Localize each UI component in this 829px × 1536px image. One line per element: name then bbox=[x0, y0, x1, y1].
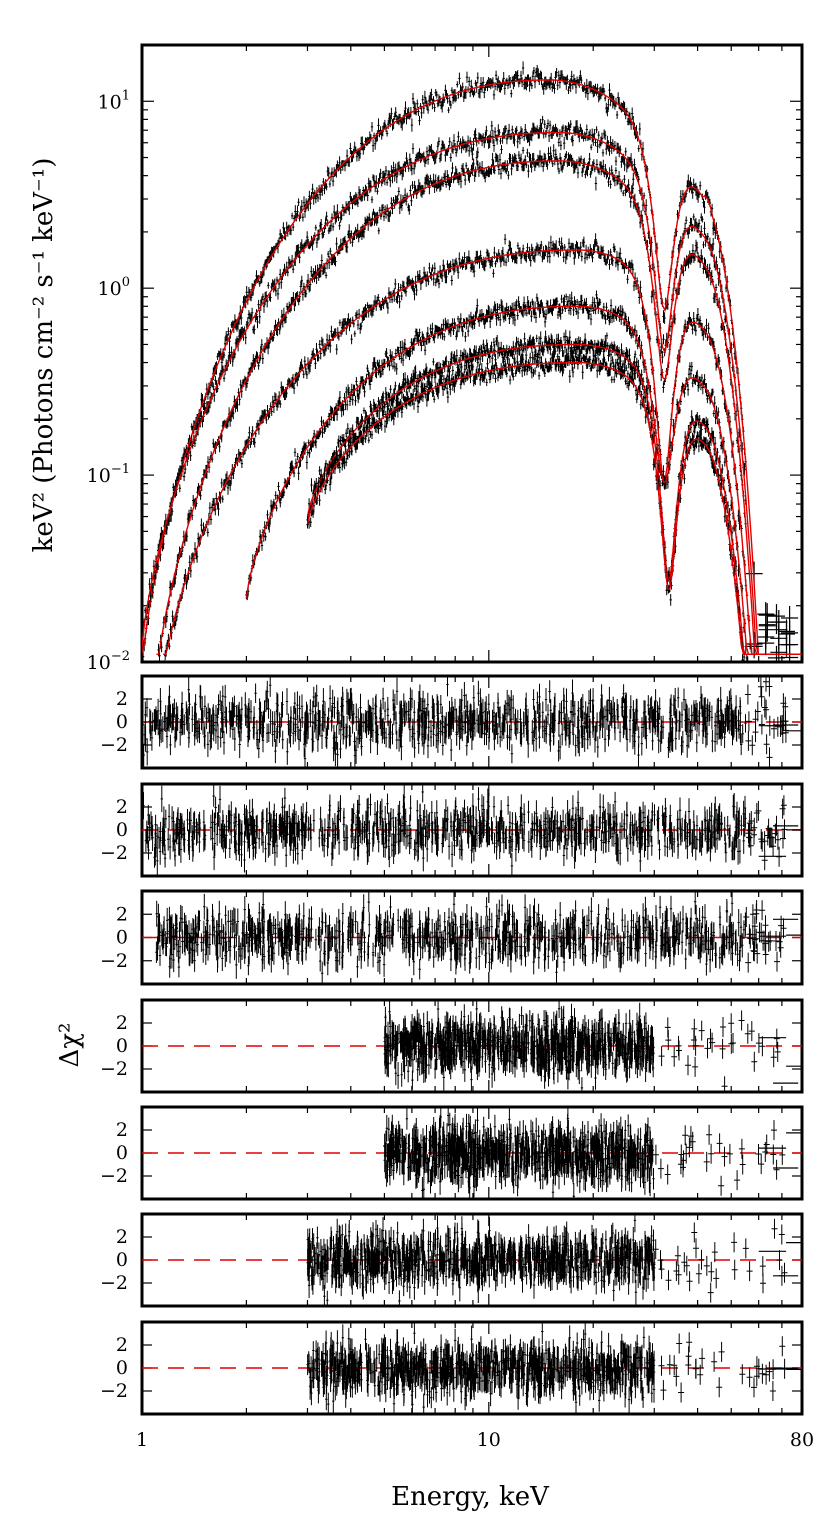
spectrum-2 bbox=[142, 115, 797, 662]
residuals-1-y-tick-label: −2 bbox=[100, 734, 128, 756]
residuals-4: 20−2 bbox=[100, 998, 804, 1094]
residuals-1-data bbox=[142, 676, 802, 768]
residuals-5-wide-bins bbox=[758, 1132, 802, 1169]
tick-exponent: −2 bbox=[111, 649, 130, 664]
residuals-6-wide-bins bbox=[758, 1242, 802, 1277]
spectrum-7 bbox=[306, 344, 802, 662]
residuals-6-residual-points bbox=[306, 1214, 788, 1306]
tick-base: 10 bbox=[98, 91, 122, 113]
spectrum-7-wide-bins bbox=[758, 613, 799, 662]
residuals-4-y-tick-label: −2 bbox=[100, 1058, 128, 1080]
residuals-5-y-tick-label: 0 bbox=[116, 1142, 128, 1164]
spectrum-3-model-curve bbox=[156, 160, 797, 655]
residuals-1-residual-points bbox=[142, 676, 789, 768]
residuals-5-y-tick-label: 2 bbox=[116, 1119, 128, 1141]
spectrum-y-tick-label: 100 bbox=[98, 275, 130, 300]
residuals-3-y-tick-label: −2 bbox=[100, 950, 128, 972]
x-axis-label: Energy, keV bbox=[391, 1482, 550, 1512]
spectrum-1 bbox=[142, 61, 797, 662]
panels-group: 10−210−110010120−220−220−220−220−220−220… bbox=[87, 43, 814, 1451]
residuals-7-residual-points bbox=[306, 1322, 788, 1414]
x-tick-label: 80 bbox=[790, 1429, 814, 1451]
residuals-3-y-tick-label: 0 bbox=[116, 927, 128, 949]
residuals-6-y-tick-label: 0 bbox=[116, 1249, 128, 1271]
residuals-5: 20−2 bbox=[100, 1105, 804, 1201]
tick-exponent: 0 bbox=[122, 275, 130, 290]
spectrum-y-tick-label: 101 bbox=[98, 88, 130, 113]
labels-group: Energy, keV keV² (Photons cm⁻² s⁻¹ keV⁻¹… bbox=[29, 158, 550, 1512]
spectrum-y-axis-label: keV² (Photons cm⁻² s⁻¹ keV⁻¹) bbox=[29, 158, 59, 553]
residuals-6-y-tick-label: −2 bbox=[100, 1272, 128, 1294]
residuals-5-y-tick-label: −2 bbox=[100, 1165, 128, 1187]
residuals-2-y-tick-label: 0 bbox=[116, 819, 128, 841]
residuals-5-residual-points bbox=[383, 1107, 786, 1199]
residuals-4-residual-points bbox=[383, 1000, 781, 1092]
spectrum-4-model-curve bbox=[163, 249, 802, 655]
residuals-6: 20−2 bbox=[100, 1212, 804, 1308]
tick-exponent: 1 bbox=[122, 88, 130, 103]
residuals-1: 20−2 bbox=[100, 674, 804, 770]
spectrum-3-data-points bbox=[157, 144, 747, 662]
residuals-1-y-tick-label: 0 bbox=[116, 711, 128, 733]
residuals-4-y-tick-label: 0 bbox=[116, 1035, 128, 1057]
residuals-6-data bbox=[142, 1214, 802, 1306]
spectrum-y-tick-label: 10−1 bbox=[87, 462, 130, 487]
residuals-2: 20−2 bbox=[100, 782, 804, 878]
spectrum-6-model-curve bbox=[306, 343, 802, 655]
residuals-2-y-tick-label: 2 bbox=[116, 796, 128, 818]
spectrum-y-tick-label: 10−2 bbox=[87, 649, 130, 674]
spectrum-2-model-curve bbox=[142, 131, 797, 655]
residuals-7: 20−2 bbox=[100, 1320, 804, 1416]
spectrum-frame bbox=[140, 43, 804, 664]
residuals-3: 20−2 bbox=[100, 889, 804, 986]
residuals-7-y-tick-label: 0 bbox=[116, 1357, 128, 1379]
residuals-3-data bbox=[142, 891, 802, 984]
residuals-4-wide-bins bbox=[758, 1037, 802, 1084]
spectrum-2-data-points bbox=[142, 115, 747, 662]
residuals-2-data bbox=[142, 784, 802, 876]
residuals-2-y-tick-label: −2 bbox=[100, 842, 128, 864]
residuals-7-y-tick-label: 2 bbox=[116, 1334, 128, 1356]
residuals-3-residual-points bbox=[155, 891, 787, 984]
residuals-2-residual-points bbox=[142, 784, 788, 876]
residuals-1-wide-bins bbox=[758, 724, 802, 732]
spectrum-4 bbox=[163, 233, 802, 662]
tick-exponent: −1 bbox=[111, 462, 130, 477]
residuals-3-y-tick-label: 2 bbox=[116, 903, 128, 925]
residuals-4-data bbox=[142, 1000, 802, 1092]
spectrum-1-model-curve bbox=[142, 79, 797, 655]
residuals-7-wide-bins bbox=[758, 1367, 802, 1370]
x-tick-label: 10 bbox=[477, 1429, 501, 1451]
residuals-3-wide-bins bbox=[758, 918, 802, 937]
residuals-5-data bbox=[142, 1107, 802, 1199]
tick-base: 10 bbox=[87, 652, 111, 674]
spectrum-5-model-curve bbox=[245, 305, 802, 655]
residuals-4-y-tick-label: 2 bbox=[116, 1012, 128, 1034]
residuals-2-wide-bins bbox=[758, 825, 802, 857]
spectrum-7-model-curve bbox=[306, 361, 802, 655]
tick-base: 10 bbox=[87, 465, 111, 487]
residuals-6-y-tick-label: 2 bbox=[116, 1226, 128, 1248]
x-tick-label: 1 bbox=[136, 1429, 148, 1451]
residuals-7-y-tick-label: −2 bbox=[100, 1380, 128, 1402]
residual-y-axis-label: Δχ² bbox=[55, 1023, 85, 1068]
residuals-1-y-tick-label: 2 bbox=[116, 688, 128, 710]
tick-base: 10 bbox=[98, 278, 122, 300]
spectrum-7-data-points bbox=[306, 344, 744, 662]
spectrum-data bbox=[142, 61, 802, 662]
residuals-7-data bbox=[142, 1322, 802, 1414]
spectrum-5 bbox=[245, 290, 802, 662]
spectrum-6-data-points bbox=[306, 329, 746, 662]
